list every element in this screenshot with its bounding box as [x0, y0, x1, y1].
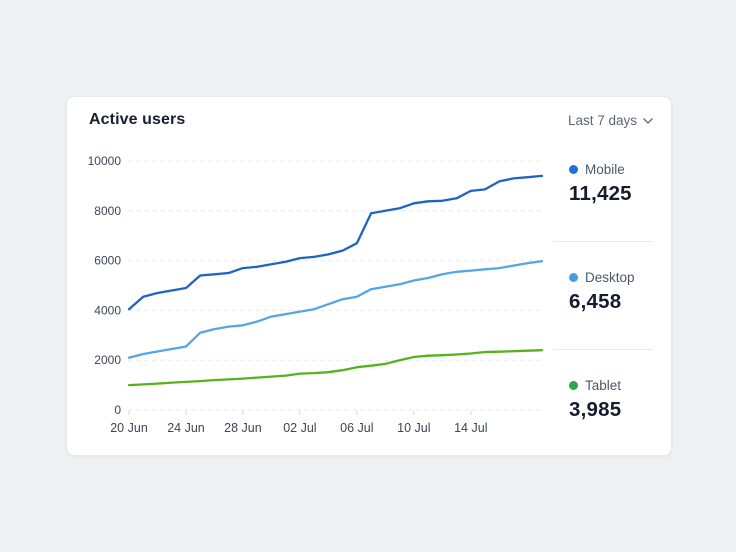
x-axis-tick-label: 28 Jun: [224, 421, 262, 435]
legend-item-tablet: Tablet 3,985: [553, 350, 665, 458]
legend-item-mobile: Mobile 11,425: [553, 134, 665, 242]
legend-value: 6,458: [569, 290, 622, 313]
active-users-card: Active users Last 7 days 0 2000 4000 6000 80…: [66, 96, 672, 456]
legend-item-desktop: Desktop 6,458: [553, 242, 665, 350]
legend-label: Desktop: [585, 270, 635, 285]
x-axis-tick-label: 02 Jul: [283, 421, 316, 435]
legend-divider: [553, 349, 653, 350]
date-range-label: Last 7 days: [567, 113, 637, 128]
legend-divider: [553, 241, 653, 242]
series-line-desktop: [127, 259, 544, 359]
desktop-series-dot-icon: [569, 273, 578, 282]
chart-legend: Mobile 11,425 Desktop 6,458 Tablet 3,985: [553, 134, 665, 458]
y-axis-tick-label: 4000: [94, 303, 121, 317]
legend-label: Mobile: [585, 162, 625, 177]
y-axis-tick-label: 0: [114, 403, 121, 417]
y-axis-tick-label: 2000: [94, 353, 121, 367]
legend-value: 3,985: [569, 398, 622, 421]
x-axis-tick-label: 24 Jun: [167, 421, 205, 435]
y-axis-tick-label: 10000: [88, 154, 122, 168]
x-axis-tick-label: 20 Jun: [110, 421, 148, 435]
chevron-down-icon: [643, 117, 653, 124]
y-axis-tick-label: 8000: [94, 204, 121, 218]
x-axis-tick-label: 10 Jul: [397, 421, 430, 435]
mobile-series-dot-icon: [569, 165, 578, 174]
legend-label: Tablet: [585, 378, 622, 393]
series-line-tablet: [127, 349, 544, 387]
y-axis-tick-label: 6000: [94, 254, 121, 268]
line-chart: 0 2000 4000 6000 8000 10000 20 Jun 24 Jun 28 Jun…: [85, 141, 555, 446]
legend-value: 11,425: [569, 182, 632, 205]
chart-svg: 0 2000 4000 6000 8000 10000 20 Jun 24 Jun 28 Jun…: [88, 154, 544, 435]
x-axis-tick-label: 14 Jul: [454, 421, 487, 435]
series-line-mobile: [127, 174, 544, 311]
date-range-dropdown[interactable]: Last 7 days: [568, 113, 653, 128]
x-axis-tick-label: 06 Jul: [340, 421, 373, 435]
tablet-series-dot-icon: [569, 381, 578, 390]
page-title: Active users: [89, 111, 186, 128]
